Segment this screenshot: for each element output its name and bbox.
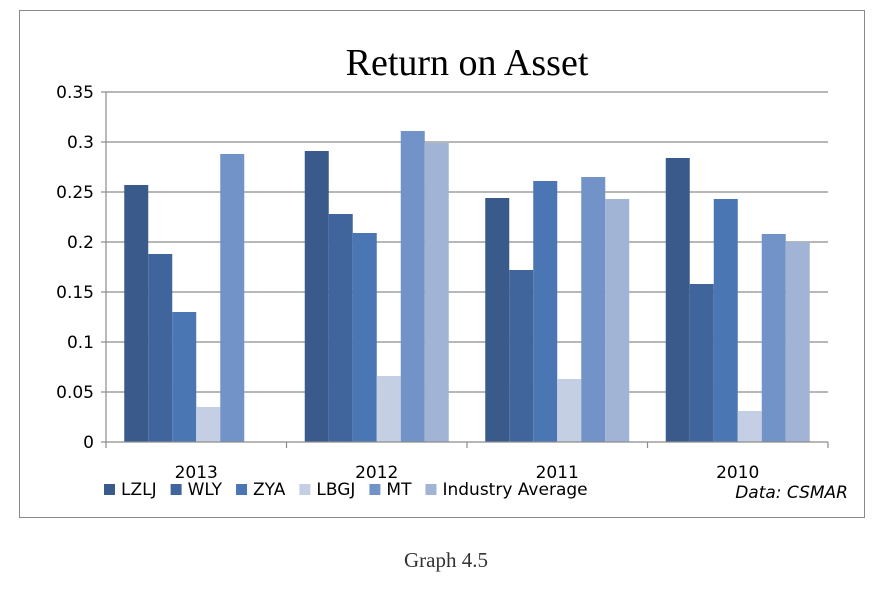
legend-label: LZLJ [121, 480, 157, 500]
y-tick-label: 0.1 [67, 333, 94, 353]
bar [376, 376, 401, 442]
bar [196, 407, 221, 442]
legend-label: WLY [188, 480, 223, 500]
y-tick-label: 0.25 [56, 183, 94, 203]
bar [304, 151, 329, 442]
y-tick-label: 0.2 [67, 233, 94, 253]
x-category-label: 2011 [536, 463, 579, 483]
figure-caption: Graph 4.5 [404, 548, 488, 572]
bar [148, 254, 173, 442]
legend: LZLJ WLY ZYA LBGJ MT Industry Average [104, 480, 588, 500]
chart: Return on Asset 0 0.05 0.1 0.15 0.2 0.25 0.3 0.… [56, 42, 848, 503]
bar [785, 242, 810, 442]
source-note: Data: CSMAR [735, 483, 848, 503]
legend-label: LBGJ [316, 480, 355, 500]
bar [605, 199, 630, 442]
legend-swatch [170, 484, 182, 495]
bar [400, 131, 425, 442]
bar [485, 198, 510, 442]
bar [328, 214, 353, 442]
bar [172, 312, 197, 442]
legend-swatch [236, 484, 248, 495]
bar [352, 233, 377, 442]
legend-label: MT [386, 480, 412, 500]
bar [737, 411, 762, 442]
bar [533, 181, 558, 442]
y-tick-label: 0.35 [56, 83, 94, 103]
y-tick-label: 0.3 [67, 133, 94, 153]
y-tick-label: 0.05 [56, 383, 94, 403]
bar [581, 177, 606, 442]
chart-title: Return on Asset [346, 42, 589, 84]
x-category-label: 2012 [355, 463, 398, 483]
bar [220, 154, 245, 442]
x-category-label: 2013 [175, 463, 218, 483]
bar [424, 143, 449, 442]
legend-label: Industry Average [442, 480, 587, 500]
bar [557, 379, 582, 442]
legend-swatch [369, 484, 381, 495]
chart-frame: Return on Asset 0 0.05 0.1 0.15 0.2 0.25 0.3 0.… [19, 10, 865, 518]
legend-label: ZYA [253, 480, 286, 500]
legend-swatch [425, 484, 437, 495]
bar [124, 185, 149, 442]
y-tick-label: 0 [83, 433, 94, 453]
legend-swatch [104, 484, 115, 495]
legend-swatch [299, 484, 311, 495]
bar [665, 158, 690, 442]
y-tick-label: 0.15 [56, 283, 94, 303]
bar [713, 199, 738, 442]
bar [509, 270, 534, 442]
bar [689, 284, 714, 442]
bar [761, 234, 786, 442]
x-category-label: 2010 [716, 463, 759, 483]
